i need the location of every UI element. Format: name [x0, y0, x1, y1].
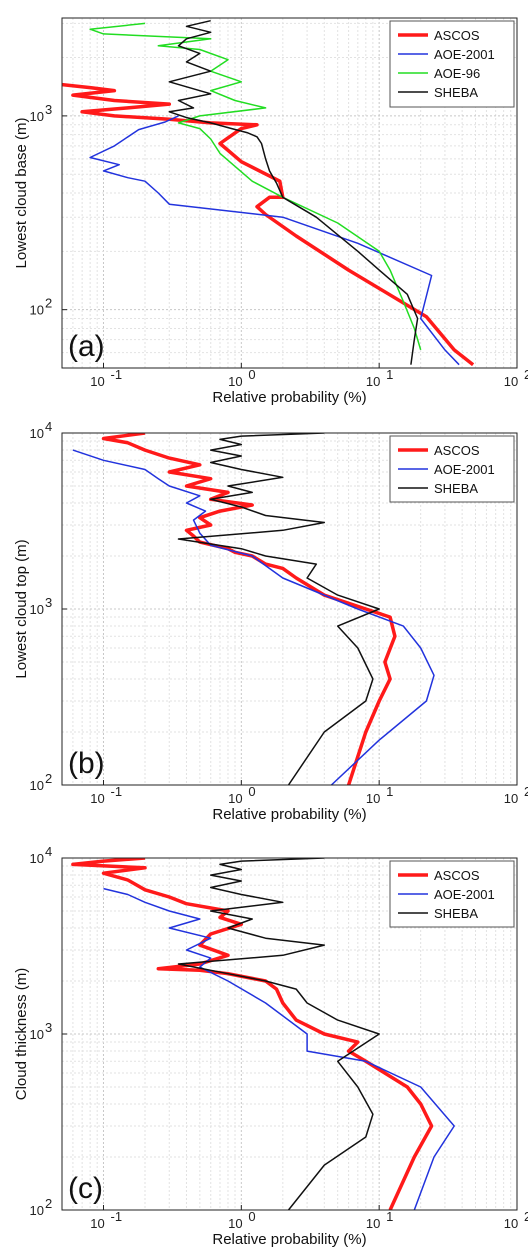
legend-entry-sheba: SHEBA: [434, 906, 478, 921]
y-axis-label: Lowest cloud top (m): [13, 539, 30, 678]
legend: ASCOS AOE-2001 SHEBA: [389, 860, 515, 928]
x-tick-label: 10: [504, 1216, 518, 1231]
x-tick-label: 10: [90, 374, 104, 389]
x-tick-label: 10: [504, 791, 518, 806]
y-tick-label: 10: [30, 851, 44, 866]
x-axis-label: Relative probability (%): [212, 389, 366, 406]
x-tick-exponent: 1: [386, 1209, 393, 1224]
series-line-aoe-2001: [72, 449, 435, 785]
y-tick-exponent: 3: [45, 102, 52, 117]
legend-entry-sheba: SHEBA: [434, 481, 478, 496]
plot-frame: [61, 17, 518, 369]
x-axis-label: Relative probability (%): [212, 806, 366, 823]
legend-entry-ascos: ASCOS: [434, 28, 480, 43]
legend-entry-aoe-2001: AOE-2001: [434, 47, 495, 62]
panel-label: (b): [68, 747, 105, 780]
x-tick-exponent: 2: [524, 367, 528, 382]
series-line-aoe-96: [89, 22, 422, 351]
series-line-sheba: [177, 858, 380, 1210]
legend-entry-aoe-2001: AOE-2001: [434, 462, 495, 477]
x-tick-label: 10: [228, 374, 242, 389]
x-tick-label: 10: [366, 374, 380, 389]
y-tick-label: 10: [30, 426, 44, 441]
x-tick-exponent: 1: [386, 367, 393, 382]
legend-entry-aoe-96: AOE-96: [434, 66, 480, 81]
y-tick-label: 10: [30, 602, 44, 617]
y-tick-label: 10: [30, 109, 44, 124]
x-tick-label: 10: [90, 1216, 104, 1231]
y-axis-label: Cloud thickness (m): [13, 968, 30, 1101]
y-tick-exponent: 3: [45, 595, 52, 610]
legend-entry-sheba: SHEBA: [434, 85, 478, 100]
x-tick-exponent: 0: [248, 1209, 255, 1224]
panel-label: (c): [68, 1172, 103, 1205]
legend-entry-ascos: ASCOS: [434, 868, 480, 883]
series-line-sheba: [177, 433, 380, 785]
x-tick-exponent: 0: [248, 367, 255, 382]
x-tick-label: 10: [228, 1216, 242, 1231]
legend: ASCOS AOE-2001 SHEBA: [389, 435, 515, 503]
y-tick-exponent: 4: [45, 844, 52, 859]
x-tick-label: 10: [228, 791, 242, 806]
legend: ASCOS AOE-2001 AOE-96 SHEBA: [389, 20, 515, 108]
x-tick-exponent: 2: [524, 1209, 528, 1224]
y-tick-label: 10: [30, 1027, 44, 1042]
series-group: [72, 433, 435, 785]
series-line-ascos: [71, 858, 434, 1210]
y-tick-label: 10: [30, 303, 44, 318]
series-group: [71, 858, 455, 1210]
grid: [61, 432, 518, 786]
panel-label: (a): [68, 330, 105, 363]
series-line-ascos: [101, 433, 397, 785]
x-tick-exponent: 2: [524, 784, 528, 799]
x-tick-label: 10: [90, 791, 104, 806]
x-tick-label: 10: [366, 1216, 380, 1231]
x-tick-exponent: 1: [386, 784, 393, 799]
y-tick-exponent: 3: [45, 1020, 52, 1035]
y-tick-exponent: 4: [45, 419, 52, 434]
x-tick-label: 10: [366, 791, 380, 806]
series-line-ascos: [62, 82, 475, 367]
x-tick-label: 10: [504, 374, 518, 389]
x-tick-exponent: -1: [110, 367, 122, 382]
legend-entry-aoe-2001: AOE-2001: [434, 887, 495, 902]
legend-entry-ascos: ASCOS: [434, 443, 480, 458]
series-group: [62, 19, 475, 367]
y-tick-label: 10: [30, 778, 44, 793]
x-tick-exponent: -1: [110, 1209, 122, 1224]
x-axis-label: Relative probability (%): [212, 1231, 366, 1248]
y-axis-label: Lowest cloud base (m): [13, 118, 30, 269]
y-tick-exponent: 2: [45, 771, 52, 786]
series-line-sheba: [168, 19, 419, 365]
y-tick-label: 10: [30, 1203, 44, 1218]
y-tick-exponent: 2: [45, 296, 52, 311]
x-tick-exponent: 0: [248, 784, 255, 799]
series-line-aoe-2001: [89, 115, 460, 366]
series-line-aoe-2001: [103, 887, 455, 1210]
y-tick-exponent: 2: [45, 1196, 52, 1211]
x-tick-exponent: -1: [110, 784, 122, 799]
